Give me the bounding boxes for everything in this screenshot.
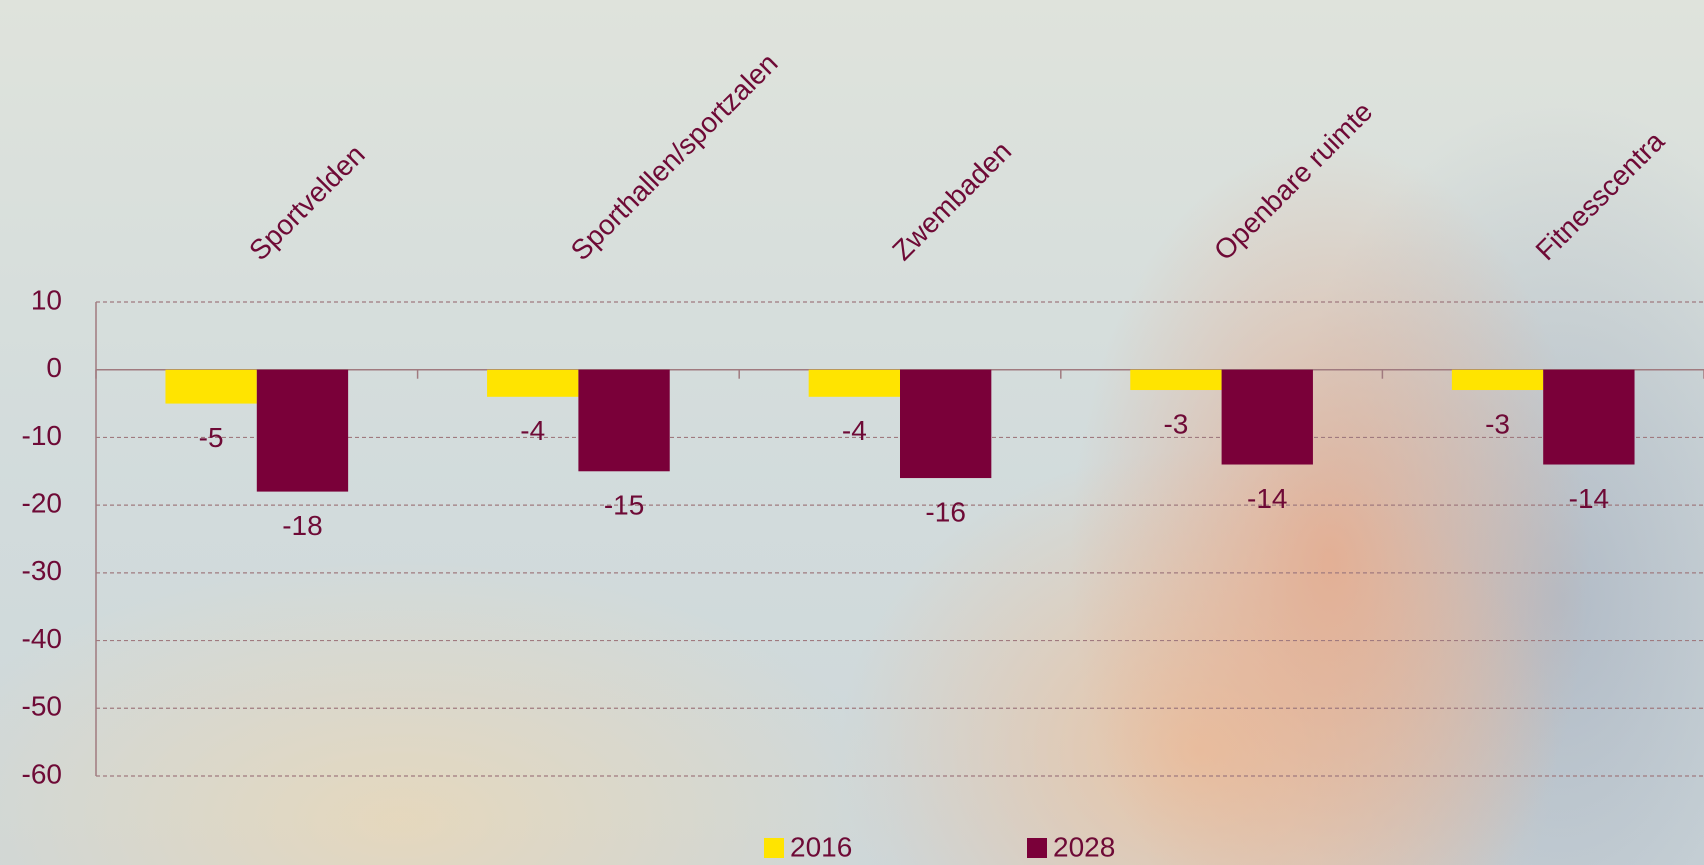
category-label: Sporthallen/sportzalen <box>565 47 784 266</box>
bar <box>1130 369 1222 391</box>
category-label: Openbare ruimte <box>1208 96 1378 266</box>
legend-label: 2028 <box>1053 831 1115 862</box>
value-label: -14 <box>1569 483 1609 514</box>
y-tick-label: 10 <box>31 284 62 315</box>
bar <box>256 369 349 492</box>
y-tick-label: -40 <box>22 623 62 654</box>
bar <box>165 369 257 404</box>
y-tick-label: -10 <box>22 420 62 451</box>
y-tick-label: 0 <box>46 352 62 383</box>
y-tick-label: -20 <box>22 488 62 519</box>
category-label: Fitnesscentra <box>1530 125 1671 266</box>
y-tick-label: -50 <box>22 691 62 722</box>
legend-swatch <box>1027 838 1047 858</box>
bar <box>578 369 670 472</box>
value-label: -3 <box>1485 408 1510 439</box>
y-tick-label: -60 <box>22 758 62 789</box>
value-label: -14 <box>1247 483 1287 514</box>
y-tick-label: -30 <box>22 555 62 586</box>
bar <box>1451 369 1544 391</box>
bar <box>1543 369 1635 465</box>
value-label: -3 <box>1163 408 1188 439</box>
bar <box>900 369 992 479</box>
bar <box>1221 369 1313 465</box>
value-label: -4 <box>520 415 545 446</box>
value-label: -15 <box>604 490 644 521</box>
legend-label: 2016 <box>790 831 852 862</box>
bar <box>808 369 900 397</box>
value-label: -18 <box>282 510 322 541</box>
value-label: -5 <box>199 422 224 453</box>
value-label: -4 <box>842 415 867 446</box>
category-label: Zwembaden <box>886 135 1017 266</box>
value-label: -16 <box>925 496 965 527</box>
legend-swatch <box>764 838 784 858</box>
bar <box>487 369 579 397</box>
category-label: Sportvelden <box>243 139 371 267</box>
